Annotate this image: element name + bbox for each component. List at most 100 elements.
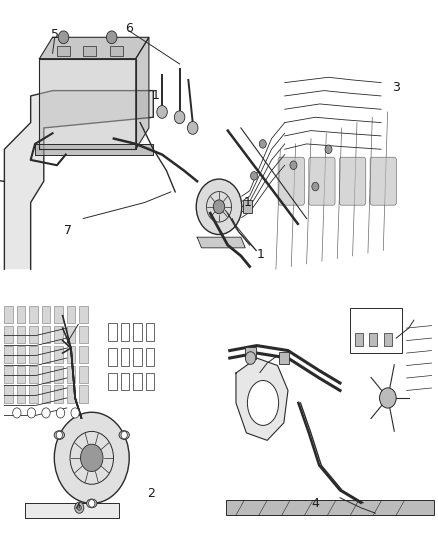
Bar <box>121 373 129 391</box>
Circle shape <box>71 408 79 418</box>
Bar <box>4 3 434 269</box>
Text: 4: 4 <box>311 497 319 510</box>
Bar <box>83 46 96 56</box>
Bar <box>279 352 289 364</box>
Text: 5: 5 <box>51 28 59 41</box>
Bar <box>121 348 129 366</box>
Bar <box>29 385 38 403</box>
Circle shape <box>88 499 95 507</box>
Circle shape <box>312 182 319 191</box>
Bar <box>42 345 50 363</box>
Bar <box>29 305 38 323</box>
Bar <box>42 305 50 323</box>
Bar <box>133 348 142 366</box>
Polygon shape <box>136 37 149 149</box>
Polygon shape <box>39 37 149 59</box>
Bar <box>4 345 13 363</box>
Bar <box>79 345 88 363</box>
Bar <box>79 385 88 403</box>
Bar <box>17 366 25 383</box>
Circle shape <box>379 388 396 408</box>
Bar <box>109 373 117 391</box>
Bar <box>4 385 13 403</box>
Circle shape <box>174 111 185 124</box>
Circle shape <box>213 200 225 214</box>
Bar <box>79 366 88 383</box>
Bar <box>54 345 63 363</box>
Text: 1: 1 <box>152 90 159 102</box>
Bar <box>384 333 392 345</box>
Bar <box>67 366 75 383</box>
Bar <box>133 323 142 341</box>
Circle shape <box>27 408 35 418</box>
Circle shape <box>75 502 84 513</box>
Circle shape <box>13 408 21 418</box>
Circle shape <box>57 408 65 418</box>
Bar <box>133 373 142 391</box>
Polygon shape <box>25 503 119 518</box>
Circle shape <box>81 444 103 472</box>
Circle shape <box>77 505 81 510</box>
Circle shape <box>157 106 167 118</box>
Bar <box>54 305 63 323</box>
Circle shape <box>259 140 266 148</box>
Bar <box>79 305 88 323</box>
Bar <box>121 323 129 341</box>
Ellipse shape <box>54 431 64 439</box>
Polygon shape <box>39 59 136 149</box>
Bar <box>17 345 25 363</box>
Circle shape <box>121 431 127 439</box>
Circle shape <box>187 122 198 134</box>
Bar <box>110 46 123 56</box>
Bar <box>57 46 70 56</box>
FancyBboxPatch shape <box>309 157 335 205</box>
Bar <box>42 366 50 383</box>
Bar <box>4 326 13 343</box>
Text: 3: 3 <box>392 82 400 94</box>
Polygon shape <box>35 144 153 155</box>
Bar <box>54 385 63 403</box>
Bar <box>29 366 38 383</box>
Circle shape <box>42 408 50 418</box>
Bar <box>54 366 63 383</box>
Bar <box>29 326 38 343</box>
Bar <box>67 326 75 343</box>
FancyBboxPatch shape <box>339 157 366 205</box>
Bar <box>42 326 50 343</box>
Polygon shape <box>197 237 245 248</box>
Bar <box>54 326 63 343</box>
FancyBboxPatch shape <box>278 157 304 205</box>
Circle shape <box>106 31 117 44</box>
Text: 1: 1 <box>257 248 265 261</box>
Circle shape <box>245 352 256 365</box>
Text: 6: 6 <box>125 22 133 35</box>
Text: 7: 7 <box>64 224 72 237</box>
Bar <box>109 348 117 366</box>
Circle shape <box>251 172 258 180</box>
Bar <box>17 326 25 343</box>
Bar <box>4 366 13 383</box>
Bar <box>350 308 403 353</box>
Bar <box>17 385 25 403</box>
Bar <box>4 278 212 528</box>
Circle shape <box>56 431 63 439</box>
Bar <box>369 333 378 345</box>
FancyBboxPatch shape <box>370 157 396 205</box>
Ellipse shape <box>119 431 129 439</box>
Bar <box>17 305 25 323</box>
Text: 1: 1 <box>244 196 251 209</box>
Ellipse shape <box>247 381 279 425</box>
Bar <box>29 345 38 363</box>
Polygon shape <box>4 91 153 269</box>
Bar <box>146 323 154 341</box>
Polygon shape <box>54 412 129 503</box>
Bar <box>243 200 252 213</box>
Bar <box>354 333 363 345</box>
Polygon shape <box>196 179 242 235</box>
Bar <box>67 345 75 363</box>
Circle shape <box>325 145 332 154</box>
Text: 2: 2 <box>147 487 155 499</box>
Bar <box>67 305 75 323</box>
Bar <box>79 326 88 343</box>
Bar <box>245 347 256 359</box>
